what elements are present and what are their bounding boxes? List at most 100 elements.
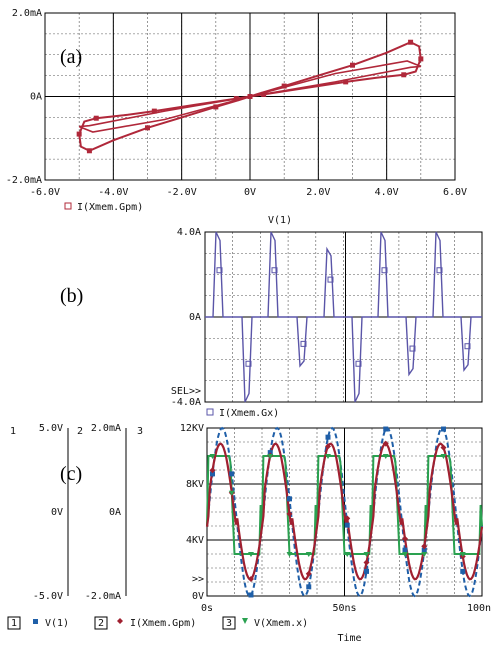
panel-c-axis1-tick: -5.0V xyxy=(33,591,63,602)
panel-c-marker-x xyxy=(363,552,370,557)
panel-c-marker-v1 xyxy=(383,426,389,432)
panel-c-marker-x xyxy=(325,454,331,459)
panel-c-marker-v1 xyxy=(441,426,446,432)
panel-c-legend-marker-2 xyxy=(117,618,123,624)
panel-c-xlabel: Time xyxy=(337,633,361,644)
panel-c-marker-v1 xyxy=(364,568,369,574)
panel-b-y-tick: 4.0A xyxy=(177,227,201,238)
panel-a-x-tick: -2.0V xyxy=(167,187,197,198)
panel-a-marker xyxy=(281,83,287,89)
panel-c-axis3-tick: 0V xyxy=(192,591,204,602)
panel-c-marker-x xyxy=(267,454,274,459)
panel-c-marker-v1 xyxy=(248,592,254,598)
panel-c-legend-label-1: V(1) xyxy=(45,618,69,629)
panel-a-x-tick: 0V xyxy=(244,187,256,198)
panel-c-marker-v1 xyxy=(344,522,350,528)
panel-c: 1 5.0V 0V -5.0V 2 2.0mA 0A -2.0mA 3 12KV 8KV 4KV 0V >… xyxy=(7,423,491,644)
panel-c-marker-v1 xyxy=(306,584,312,590)
panel-c-marker-x xyxy=(459,552,466,557)
panel-a-marker xyxy=(247,94,253,99)
panel-c-axis1-tick: 0V xyxy=(51,507,63,518)
panel-a-curve-inner xyxy=(78,95,251,133)
panel-b-label: (b) xyxy=(60,285,83,307)
panel-b-y-tick: -4.0A xyxy=(171,397,201,408)
panel-b-marker xyxy=(464,343,471,350)
panel-b-marker xyxy=(436,267,443,274)
panel-c-marker-v1 xyxy=(460,568,466,574)
panel-a-marker xyxy=(261,91,267,97)
panel-a-y-tick: 2.0mA xyxy=(12,8,42,19)
panel-c-legend-axis-1: 1 xyxy=(11,618,17,629)
panel-c-marker-gpm xyxy=(286,510,293,517)
panel-c-marker-x xyxy=(248,552,254,557)
panel-a-marker xyxy=(418,56,424,62)
panel-c-axis3-tick: 12KV xyxy=(180,423,204,434)
panel-c-marker-gpm xyxy=(344,515,351,522)
panel-c-series-v1 xyxy=(206,426,483,598)
panel-b-marker xyxy=(300,340,307,347)
panel-a-legend-label: I(Xmem.Gpm) xyxy=(77,202,143,213)
panel-b-marker xyxy=(355,360,362,367)
panel-c-marker-gpm xyxy=(402,535,408,542)
panel-b-marker xyxy=(409,345,416,352)
panel-c-x-tick: 0s xyxy=(201,603,213,614)
panel-c-series-gpm xyxy=(205,442,484,581)
panel-c-marker-gpm xyxy=(421,543,428,550)
panel-a-frame xyxy=(44,12,456,181)
panel-a-marker xyxy=(145,125,150,131)
panel-a-y-tick: 0A xyxy=(30,92,42,103)
panel-a-marker xyxy=(76,131,82,137)
panel-c-axis2-tick: 0A xyxy=(109,507,121,518)
panel-c-marker-x xyxy=(286,552,293,557)
panel-a-marker xyxy=(408,39,414,45)
panel-a-label: (a) xyxy=(60,46,82,68)
panel-b-marker xyxy=(271,267,278,274)
panel-a-x-tick: 6.0V xyxy=(443,187,467,198)
panel-b-y-tick: 0A xyxy=(189,312,201,323)
panel-c-marker-gpm xyxy=(363,559,370,566)
panel-c-axis3-id: 3 xyxy=(137,426,143,437)
panel-c-marker-x xyxy=(209,454,216,459)
panel-c-x-tick: 50ns xyxy=(332,603,356,614)
panel-a-marker xyxy=(213,104,219,110)
panel-a-marker xyxy=(401,72,407,78)
panel-b-sel-label: SEL>> xyxy=(171,386,201,397)
panel-c-axis2-tick: -2.0mA xyxy=(85,591,121,602)
panel-c-legend-marker-3 xyxy=(242,618,248,624)
panel-c-marker-x xyxy=(228,490,235,496)
panel-a-curve-inner xyxy=(249,60,422,98)
panel-b-marker xyxy=(245,360,252,367)
panel-c-x-tick: 100ns xyxy=(467,603,491,614)
panel-a-marker xyxy=(151,108,157,114)
panel-a-x-tick: 2.0V xyxy=(306,187,330,198)
panel-c-axis2-id: 2 xyxy=(77,426,83,437)
panel-a-y-tick: -2.0mA xyxy=(6,175,42,186)
panel-c-legend-box-2 xyxy=(94,616,108,630)
panel-a-x-tick: -4.0V xyxy=(98,187,128,198)
panel-c-axis3-tick: 8KV xyxy=(186,479,204,490)
panel-a-marker xyxy=(233,96,239,102)
panel-c-legend-label-2: I(Xmem.Gpm) xyxy=(130,618,196,629)
panel-b-curve xyxy=(205,231,482,403)
panel-b-marker xyxy=(216,267,223,274)
panel-c-legend-axis-3: 3 xyxy=(226,618,232,629)
panel-c-axis3-tick: 4KV xyxy=(186,535,204,546)
panel-c-marker-gpm xyxy=(305,570,312,577)
panel-c-marker-x xyxy=(402,552,408,557)
panel-a-marker xyxy=(350,62,355,68)
panel-c-marker-x xyxy=(421,552,428,557)
panel-c-axis1-tick: 5.0V xyxy=(39,423,63,434)
panel-c-legend-box-1 xyxy=(7,616,21,630)
panel-c-legend-marker-1 xyxy=(33,619,38,624)
panel-c-marker-x xyxy=(344,552,351,557)
panel-c-marker-v1 xyxy=(325,434,331,440)
panel-c-axis1-id: 1 xyxy=(10,426,16,437)
panel-b-marker xyxy=(327,276,334,283)
panel-c-marker-x xyxy=(440,454,447,459)
panel-b-marker xyxy=(381,267,388,274)
panel-a-marker xyxy=(343,79,349,85)
panel-a-x-tick: 4.0V xyxy=(375,187,399,198)
panel-c-marker-v1 xyxy=(402,547,408,553)
panel-c-marker-v1 xyxy=(421,547,427,553)
